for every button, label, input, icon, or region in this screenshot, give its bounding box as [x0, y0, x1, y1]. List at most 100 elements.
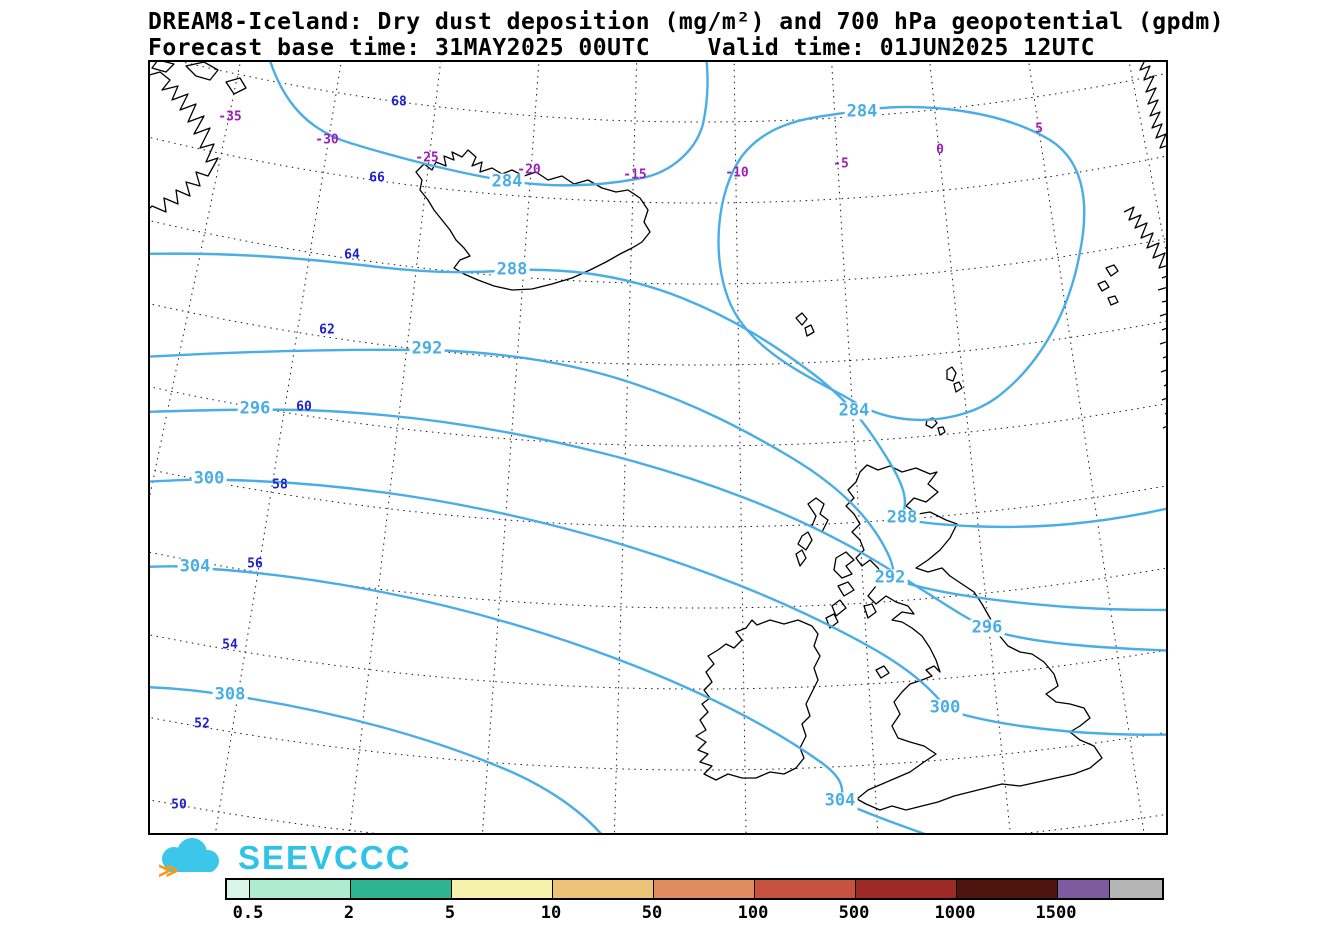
contour-label: 284 — [844, 101, 880, 122]
longitude-label: -30 — [315, 132, 339, 148]
latitude-label: 60 — [296, 399, 312, 415]
coastline-norway-islands — [1097, 264, 1119, 306]
contour-label: 292 — [409, 338, 445, 359]
contour-label: 288 — [494, 259, 530, 280]
colorbar-labels: 0.5 2 5 10 50 100 500 1000 1500 — [225, 903, 1164, 927]
coastline-hebrides — [795, 497, 877, 629]
coastline-faroe-islands — [795, 312, 815, 337]
longitude-label: -25 — [415, 150, 439, 166]
contour-label: 292 — [872, 567, 908, 588]
legend-color-segment — [654, 880, 755, 898]
latitude-gridline — [150, 303, 1166, 365]
longitude-gridline — [481, 62, 540, 833]
logo-text: SEEVCCC — [238, 839, 412, 876]
latitude-gridline — [150, 798, 1166, 833]
deposition-colorbar — [225, 878, 1164, 900]
longitude-label: -35 — [218, 109, 242, 125]
latitude-label: 54 — [222, 637, 238, 653]
latitude-gridline — [150, 136, 1166, 203]
latitude-label: 64 — [344, 247, 360, 263]
legend-value-label: 5 — [444, 903, 456, 923]
latitude-label: 62 — [319, 322, 335, 338]
legend-color-segment — [755, 880, 856, 898]
contour-label: 284 — [836, 400, 872, 421]
contour-label: 300 — [927, 697, 963, 718]
map-area: 284 288 292 296 300 304 308 284 284 288 292 296 300 3… — [148, 60, 1168, 835]
contour-label: 296 — [969, 617, 1005, 638]
contour-300 — [150, 478, 1166, 736]
coastline-iceland — [415, 149, 651, 291]
legend-value-label: 100 — [737, 903, 769, 923]
longitude-gridline — [150, 62, 241, 498]
contour-284-west — [269, 62, 709, 187]
graticule-grid — [150, 62, 1168, 835]
legend-value-label: 1500 — [1035, 903, 1077, 923]
contour-label: 288 — [884, 507, 920, 528]
coastline-isle-of-man — [875, 665, 890, 679]
contour-288 — [150, 252, 1166, 529]
geopotential-contours — [150, 62, 1166, 833]
legend-value-label: 2 — [343, 903, 355, 923]
coastline-greenland — [150, 71, 219, 213]
longitude-gridline — [613, 62, 638, 833]
latitude-label: 68 — [391, 94, 407, 110]
latitude-gridline — [150, 385, 1166, 446]
longitude-label: 5 — [1035, 121, 1043, 137]
fast-forward-arrows-icon: ≫ — [158, 858, 179, 880]
longitude-gridline — [1128, 62, 1166, 254]
legend-color-segment — [1058, 880, 1110, 898]
latitude-label: 50 — [171, 797, 187, 813]
legend-value-label: 0.5 — [232, 903, 264, 923]
contour-label: 308 — [212, 684, 248, 705]
longitude-gridline — [150, 62, 700, 835]
longitude-gridline — [700, 62, 1168, 835]
contour-308 — [150, 686, 602, 833]
coastline-norway-top — [1139, 62, 1166, 149]
longitude-label: -10 — [725, 165, 749, 181]
longitude-gridline — [1028, 62, 1145, 833]
contour-label: 300 — [191, 468, 227, 489]
contour-label: 304 — [177, 556, 213, 577]
longitude-gridline — [700, 62, 1168, 835]
legend-color-segment — [856, 880, 957, 898]
contour-296 — [150, 408, 1166, 652]
contour-label: 304 — [822, 790, 858, 811]
legend-value-label: 10 — [540, 903, 562, 923]
latitude-label: 52 — [194, 716, 210, 732]
chart-subtitle: Forecast base time: 31MAY2025 00UTC Vali… — [148, 35, 1095, 61]
logo: ≫ SEEVCCC — [150, 836, 412, 880]
latitude-label: 58 — [272, 477, 288, 493]
legend-color-segment — [553, 880, 654, 898]
latitude-label: 66 — [369, 170, 385, 186]
contour-label: 296 — [237, 398, 273, 419]
coastline-great-britain — [845, 464, 1103, 811]
coastline-ireland — [695, 619, 821, 781]
coastline-greenland-islands — [151, 62, 247, 95]
legend-value-label: 500 — [838, 903, 870, 923]
legend-color-segment — [452, 880, 553, 898]
longitude-gridline — [214, 62, 342, 833]
legend-color-segment — [351, 880, 452, 898]
longitude-gridline — [929, 62, 1011, 833]
legend-color-segment — [957, 880, 1058, 898]
contour-284-closed-loop — [717, 105, 1086, 422]
longitude-label: 0 — [936, 142, 944, 158]
legend-color-segment — [1110, 880, 1162, 898]
latitude-gridline — [150, 716, 1166, 770]
latitude-gridline — [150, 633, 1166, 689]
longitude-label: -5 — [833, 156, 849, 172]
legend-color-segment — [250, 880, 351, 898]
latitude-label: 56 — [247, 556, 263, 572]
coastline-shetland — [946, 366, 963, 393]
latitude-gridline — [150, 468, 1166, 527]
contour-292 — [150, 348, 1166, 612]
cloud-icon: ≫ — [158, 838, 219, 880]
map-canvas — [150, 62, 1168, 835]
contour-label: 284 — [489, 171, 525, 192]
longitude-label: -20 — [517, 162, 541, 178]
chart-title: DREAM8-Iceland: Dry dust deposition (mg/… — [148, 9, 1225, 35]
coastline-norway — [1123, 206, 1166, 429]
longitude-label: -15 — [623, 167, 647, 183]
legend-value-label: 50 — [641, 903, 663, 923]
